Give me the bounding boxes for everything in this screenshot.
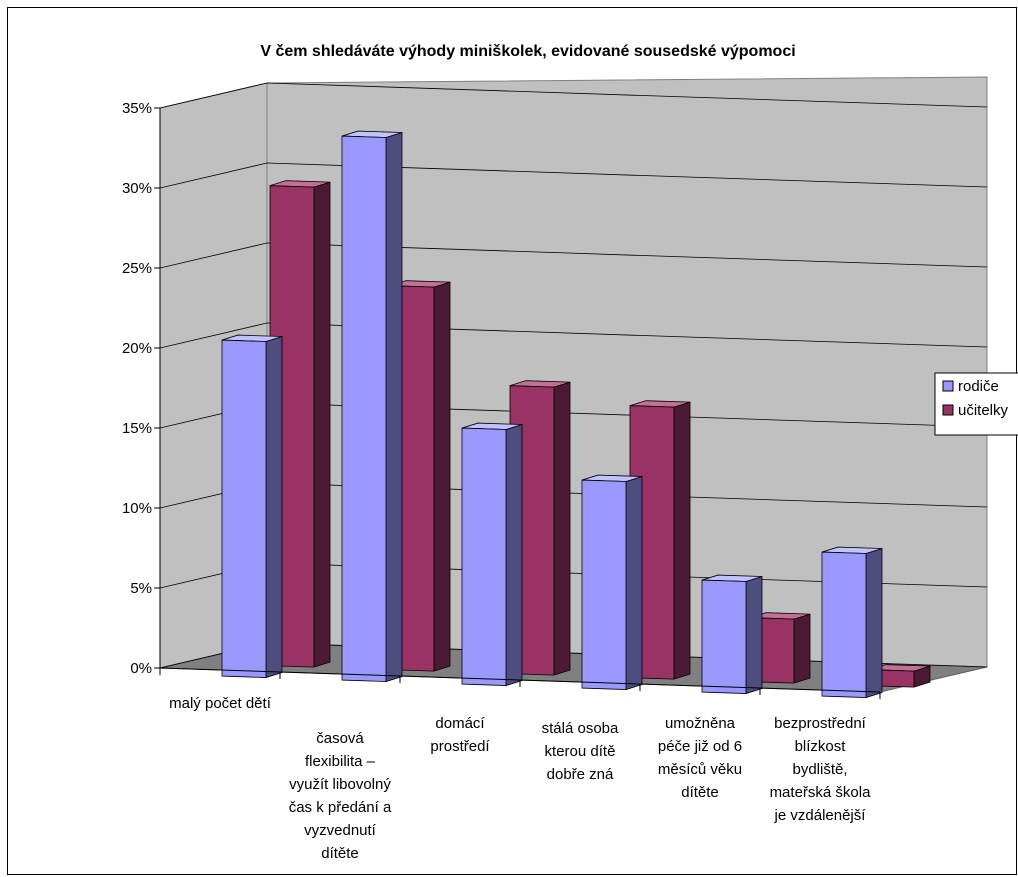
gridline — [159, 242, 988, 269]
x-category-line: měsíců věku — [658, 761, 742, 778]
legend-label: učitelky — [958, 402, 1009, 419]
x-category-label: umožněna péče již od 6 měsíců věku dítěte — [658, 715, 742, 801]
x-category-label: domácí prostředí — [430, 715, 490, 755]
x-category-line: umožněna — [665, 715, 736, 732]
bar-side — [313, 181, 331, 668]
x-category-line: dítěte — [321, 845, 359, 862]
gridline — [159, 162, 988, 189]
chart-title: V čem shledáváte výhody miniškolek, evid… — [260, 43, 795, 60]
x-category-label: stálá osoba kterou dítě dobře zná — [542, 720, 619, 783]
bar-rodiče-3 — [581, 474, 643, 691]
x-category-line: stálá osoba — [542, 720, 619, 737]
legend-swatch — [942, 404, 954, 416]
bar-side — [505, 423, 523, 687]
x-category-line: domácí — [435, 715, 485, 732]
bar-učitelky-0 — [269, 180, 331, 668]
bar-front — [341, 135, 387, 682]
legend-swatch — [942, 380, 954, 392]
x-category-line: dobře zná — [547, 766, 614, 783]
x-category-label: bezprostřední blízkost bydliště, mateřská š… — [770, 715, 872, 824]
x-axis: malý počet dětí časová flexibilita – využít… — [159, 667, 881, 862]
chart-frame: V čem shledáváte výhody miniškolek, evid… — [7, 7, 1018, 875]
x-category-line: malý počet dětí — [169, 695, 272, 712]
bars — [221, 130, 931, 699]
bar-rodiče-2 — [461, 422, 523, 687]
x-category-line: využít libovolný — [289, 776, 391, 793]
bar-side — [553, 381, 571, 676]
y-tick-label: 30% — [122, 180, 152, 197]
x-category-line: časová — [316, 730, 364, 747]
bar-front — [701, 579, 747, 694]
x-category-label: časová flexibilita – využít libovolný čas k… — [289, 730, 392, 862]
bar-rodiče-1 — [341, 130, 403, 683]
bar-side — [385, 131, 403, 683]
x-category-line: bydliště, — [792, 761, 847, 778]
bar-front — [821, 551, 867, 698]
bar-front — [581, 479, 627, 690]
bar-side — [265, 335, 283, 679]
bar-side — [433, 281, 451, 672]
gridline — [159, 82, 988, 109]
x-category-line: je vzdálenější — [774, 807, 867, 824]
bar-side — [865, 547, 883, 699]
x-category-line: mateřská škola — [770, 784, 872, 801]
x-category-line: vyzvednutí — [304, 822, 377, 839]
x-category-line: dítěte — [681, 784, 719, 801]
bar-rodiče-0 — [221, 334, 283, 679]
y-tick-label: 25% — [122, 260, 152, 277]
bar-front — [221, 339, 267, 678]
y-tick-label: 5% — [130, 580, 152, 597]
x-category-line: péče již od 6 — [658, 738, 742, 755]
x-category-line: blízkost — [795, 738, 847, 755]
bar-front — [461, 427, 507, 686]
bar-rodiče-4 — [701, 574, 763, 695]
bar-side — [673, 401, 691, 680]
x-category-label: malý počet dětí — [169, 695, 272, 712]
x-category-line: kterou dítě — [545, 743, 616, 760]
x-category-line: bezprostřední — [774, 715, 867, 732]
chart-svg: V čem shledáváte výhody miniškolek, evid… — [122, 43, 1018, 862]
y-tick-label: 10% — [122, 500, 152, 517]
y-tick-label: 0% — [130, 660, 152, 677]
bar-side — [625, 475, 643, 691]
legend: rodiče učitelky — [934, 372, 1018, 436]
gridline — [159, 322, 988, 349]
x-category-line: čas k předání a — [289, 799, 392, 816]
bar-side — [793, 613, 811, 684]
x-category-line: prostředí — [430, 738, 490, 755]
y-tick-label: 20% — [122, 340, 152, 357]
bar-side — [745, 575, 763, 695]
legend-label: rodiče — [958, 378, 999, 395]
y-tick-label: 15% — [122, 420, 152, 437]
x-category-line: flexibilita – — [305, 753, 376, 770]
y-tick-label: 35% — [122, 100, 152, 117]
bar-rodiče-5 — [821, 546, 883, 699]
